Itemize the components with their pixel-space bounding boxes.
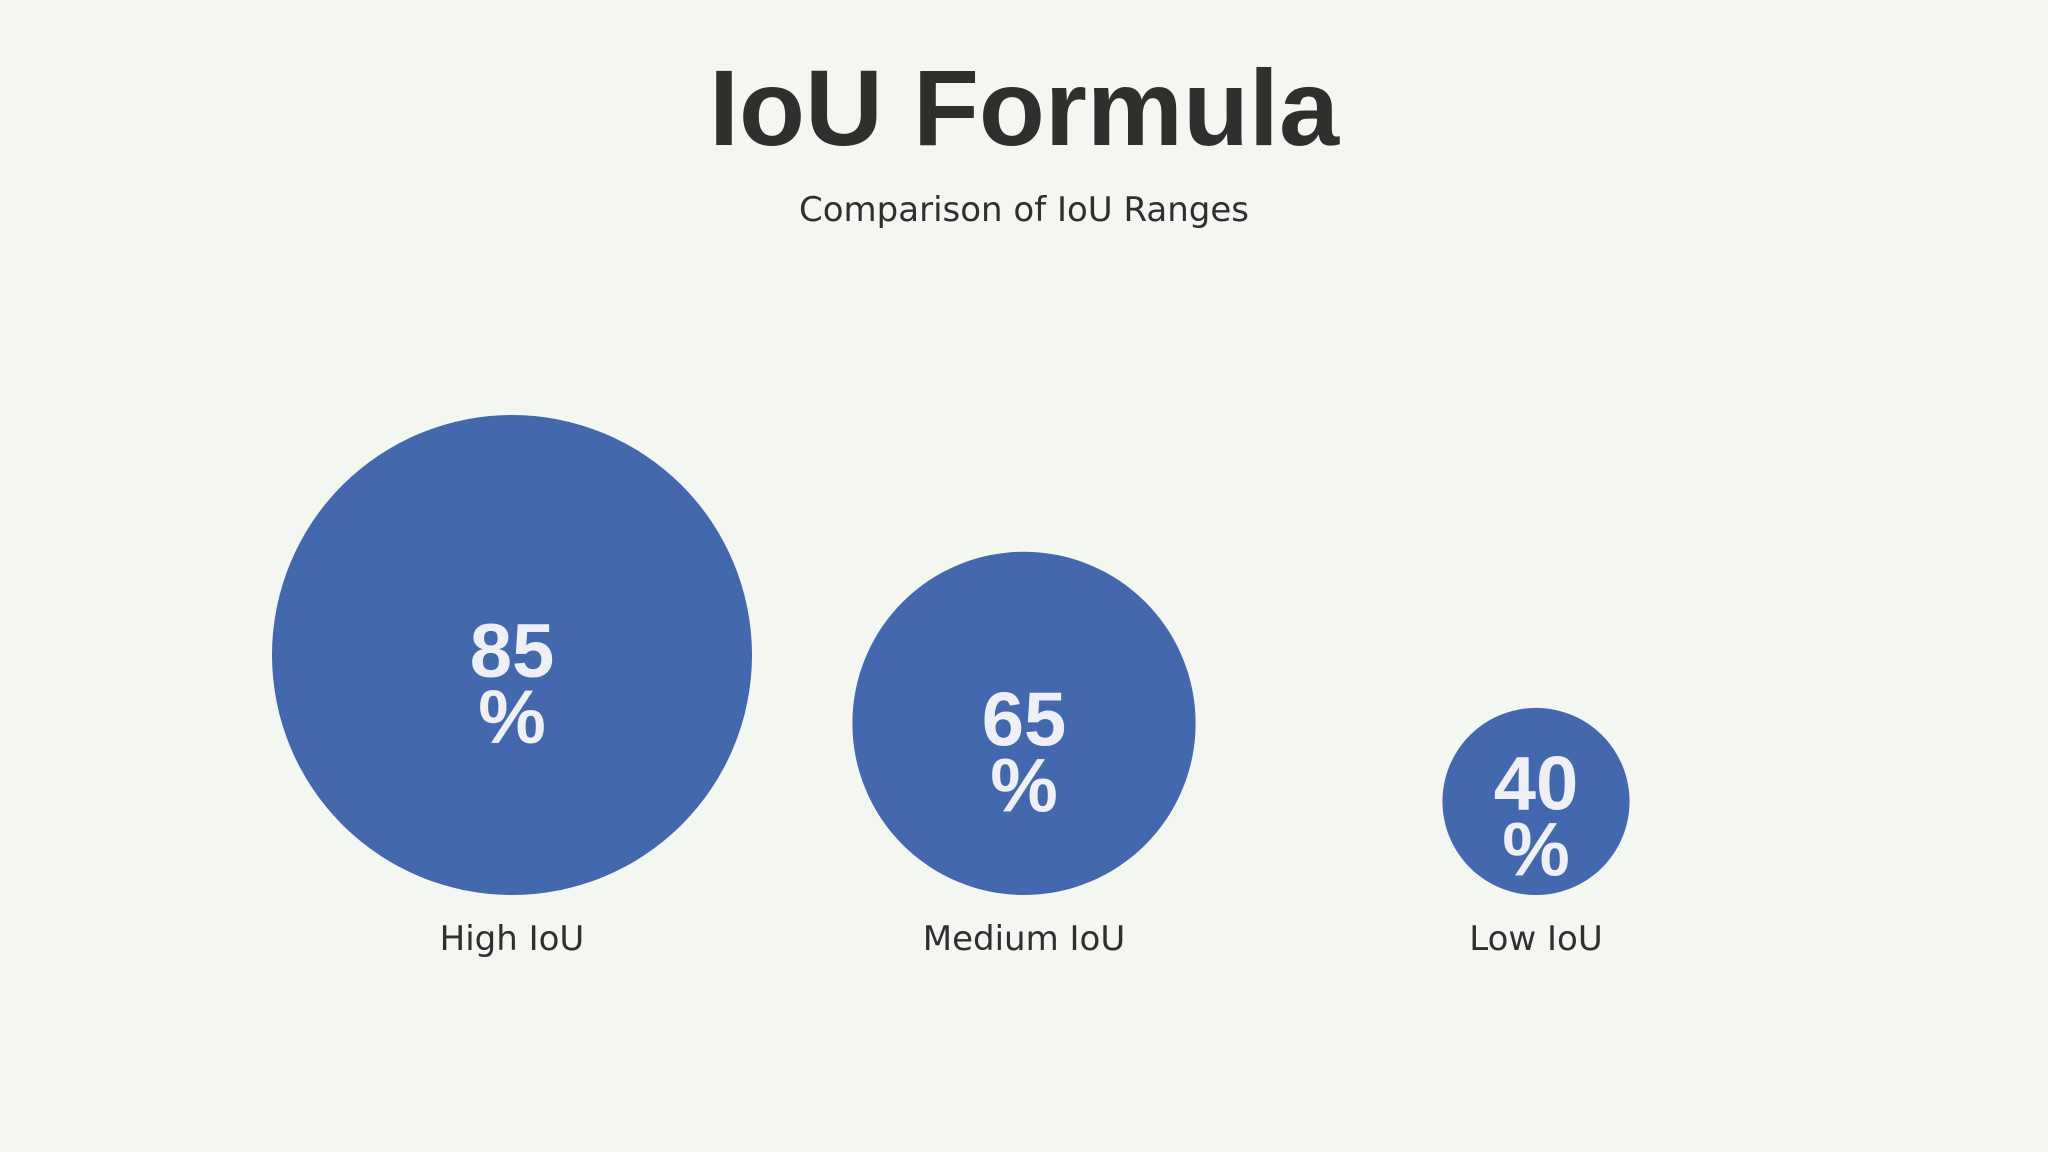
bubble-circle xyxy=(1442,707,1630,895)
bubble-unit: % xyxy=(990,743,1058,828)
bubble-3: 40% Low IoU xyxy=(1442,707,1630,959)
bubble-value: 40 xyxy=(1494,741,1579,826)
bubble-label: High IoU xyxy=(440,919,585,959)
bubble-unit: % xyxy=(1502,807,1570,892)
bubble-value: 65 xyxy=(982,677,1067,762)
bubble-2: 65% Medium IoU xyxy=(852,551,1196,959)
chart-title: IoU Formula xyxy=(708,47,1340,168)
bubble-value: 85 xyxy=(470,609,555,694)
bubble-circle xyxy=(272,415,752,895)
bubble-unit: % xyxy=(478,675,546,760)
chart-subtitle: Comparison of IoU Ranges xyxy=(799,190,1249,230)
bubble-label: Medium IoU xyxy=(923,919,1125,959)
bubble-circle xyxy=(852,551,1196,895)
bubble-label: Low IoU xyxy=(1469,919,1602,959)
bubble-1: 85% High IoU xyxy=(272,415,752,959)
